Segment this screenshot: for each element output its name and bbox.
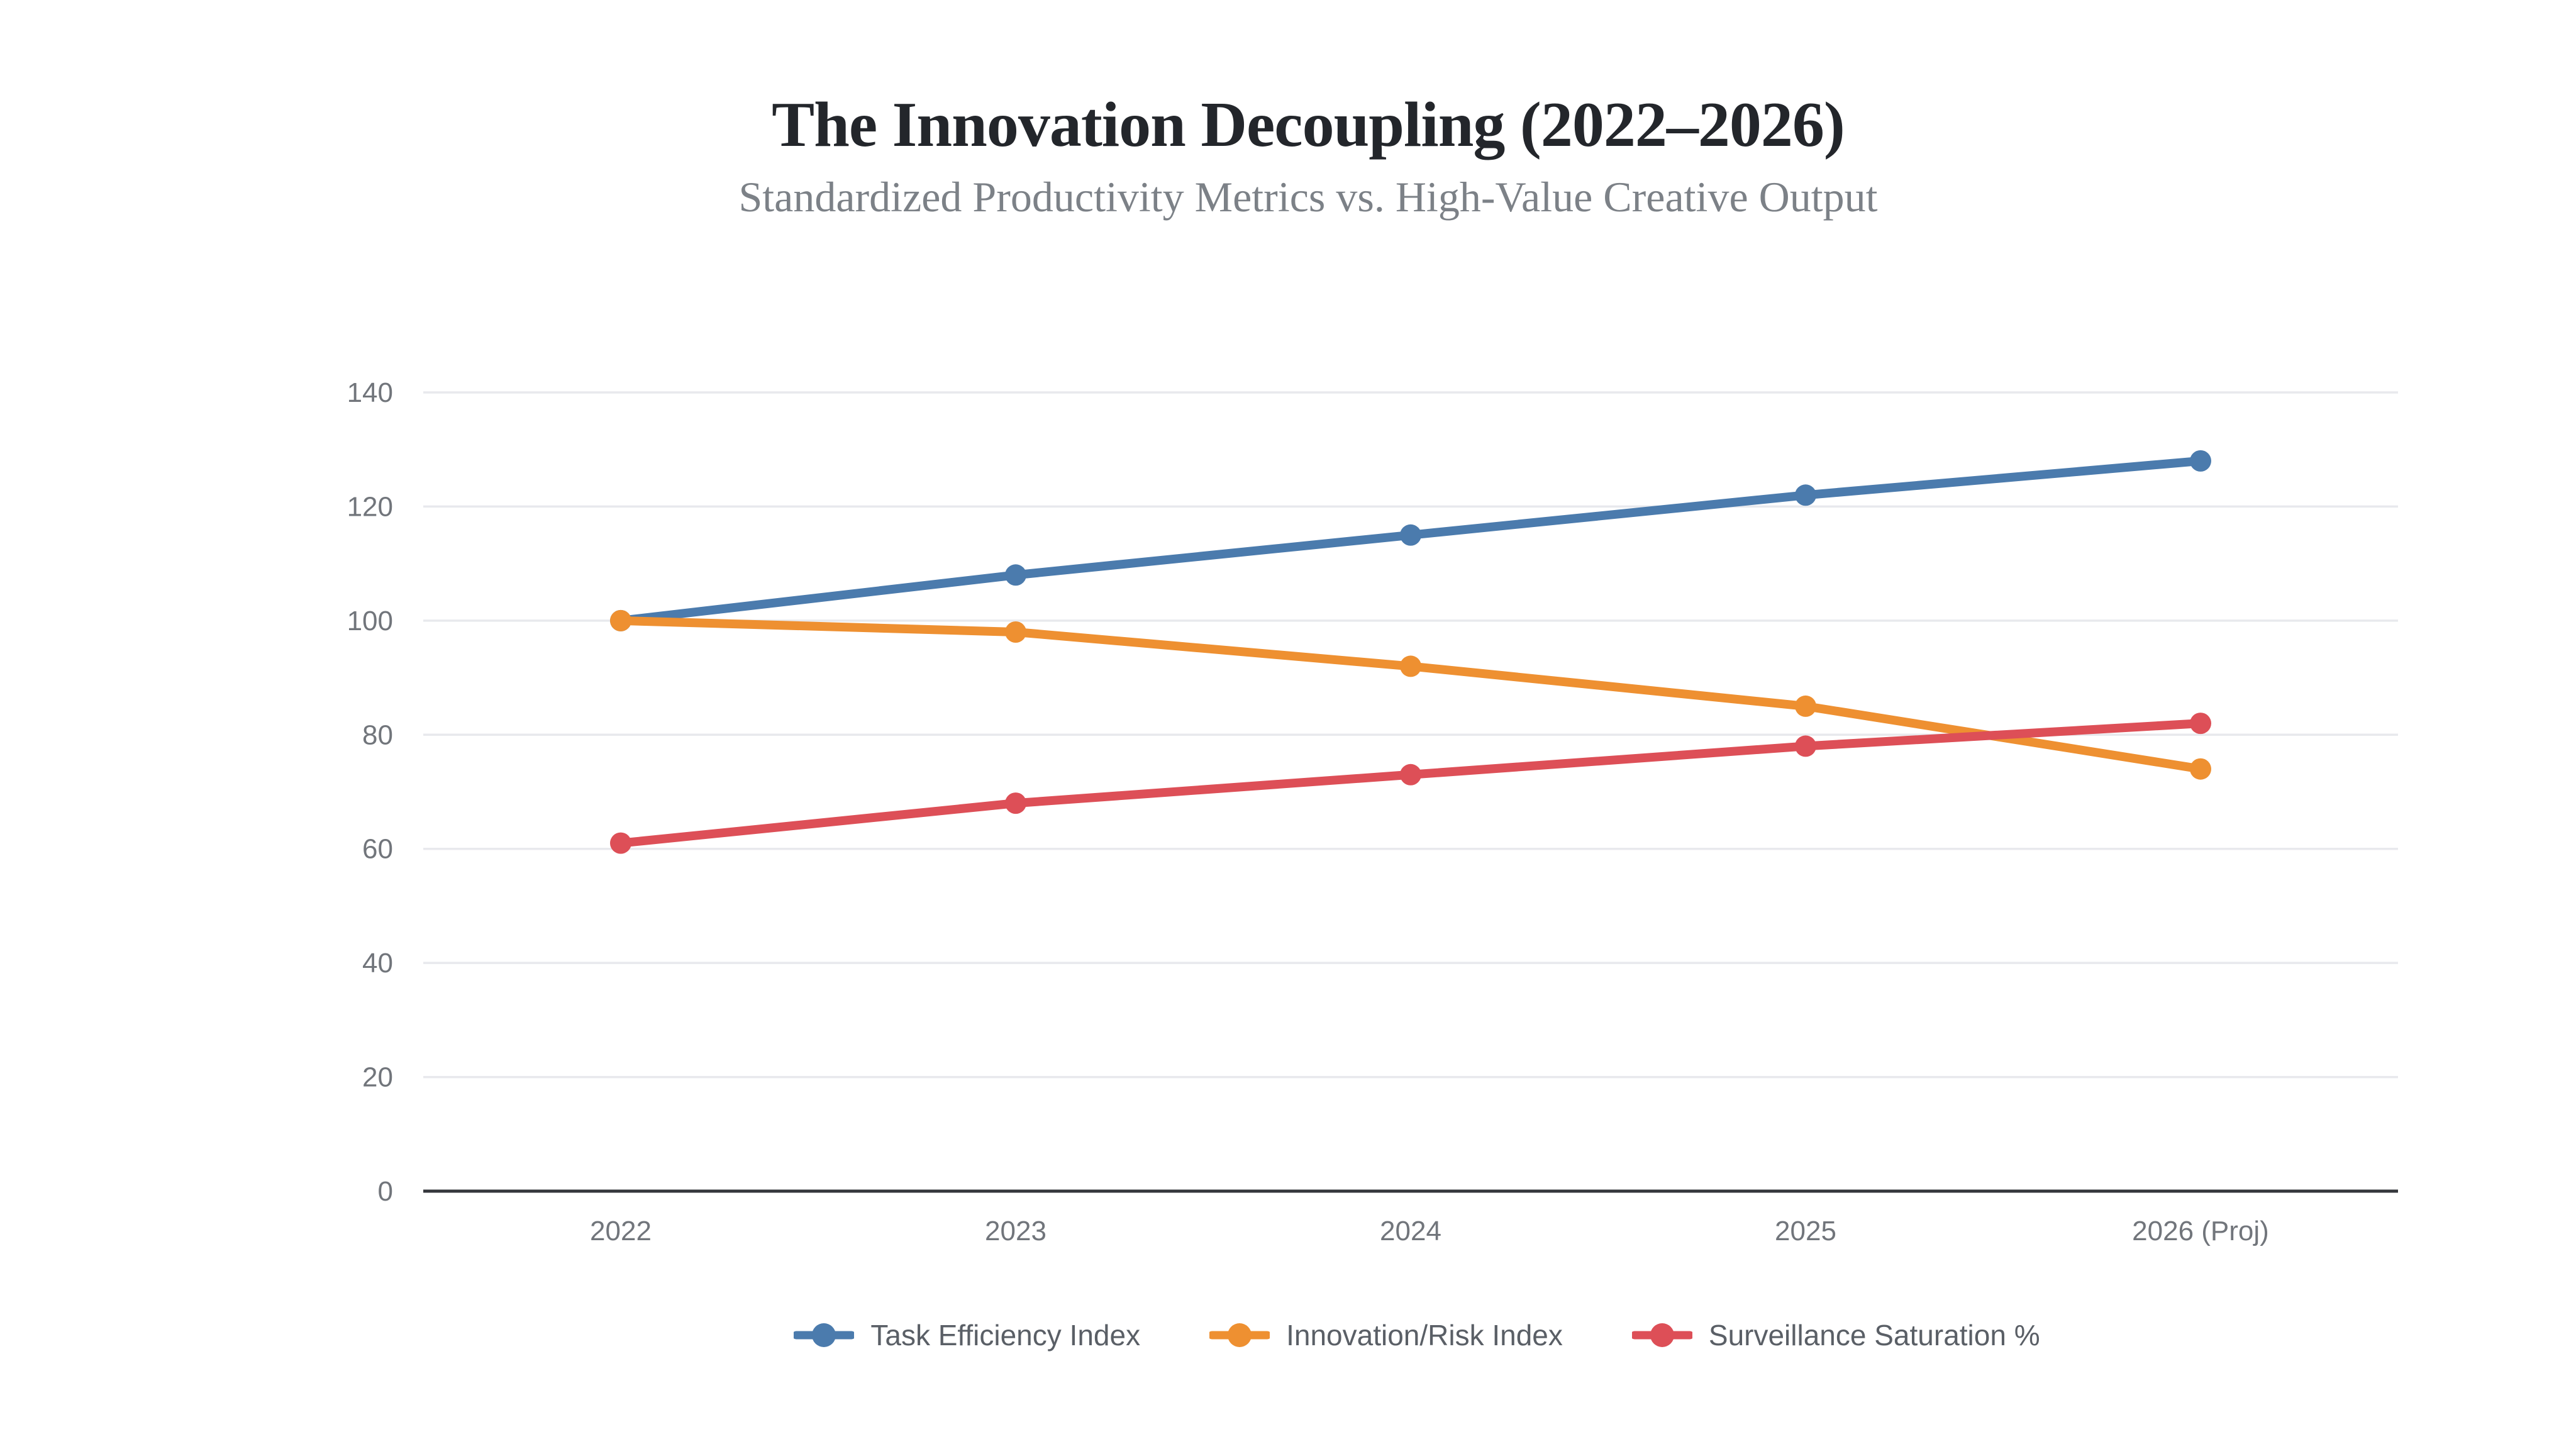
series-line-innovation-risk-index: [616, 616, 2205, 774]
data-point-innovation-risk-index: [1400, 655, 1421, 677]
x-axis-tick-label: 2022: [590, 1216, 652, 1246]
legend-item-label: Surveillance Saturation %: [1708, 1319, 2040, 1352]
data-point-surveillance-saturation: [1400, 763, 1421, 786]
y-axis-tick-label: 140: [347, 377, 393, 408]
y-axis-tick-label: 0: [378, 1176, 393, 1207]
data-point-task-efficiency-index: [1400, 524, 1421, 546]
y-axis-tick-label: 80: [362, 719, 393, 750]
chart-subtitle: Standardized Productivity Metrics vs. Hi…: [738, 173, 1878, 221]
data-point-task-efficiency-index: [2190, 450, 2211, 472]
y-axis-tick-label: 40: [362, 948, 393, 979]
legend-item-innovation-risk-index[interactable]: Innovation/Risk Index: [1209, 1318, 1563, 1352]
legend-item-label: Task Efficiency Index: [870, 1319, 1141, 1352]
y-axis-tick-label: 120: [347, 491, 393, 522]
chart-header: The Innovation Decoupling (2022–2026) St…: [0, 0, 2576, 223]
legend-marker-icon: [794, 1323, 855, 1347]
legend-marker-icon: [1631, 1323, 1692, 1347]
x-axis-tick-label: 2026 (Proj): [2132, 1216, 2269, 1246]
legend-item-label: Innovation/Risk Index: [1286, 1319, 1563, 1352]
y-axis-tick-label: 20: [362, 1062, 393, 1093]
data-point-innovation-risk-index: [1795, 695, 1816, 717]
legend-item-surveillance-saturation[interactable]: Surveillance Saturation %: [1631, 1318, 2040, 1352]
data-point-innovation-risk-index: [2190, 758, 2211, 780]
data-point-task-efficiency-index: [1005, 564, 1026, 586]
chart-legend: Task Efficiency Index Innovation/Risk Ind…: [0, 1318, 2576, 1352]
x-axis-tick-label: 2024: [1380, 1216, 1441, 1246]
data-point-task-efficiency-index: [1795, 484, 1816, 506]
data-point-surveillance-saturation: [610, 832, 631, 854]
legend-item-task-efficiency-index[interactable]: Task Efficiency Index: [794, 1318, 1140, 1352]
chart-title: The Innovation Decoupling (2022–2026): [772, 89, 1845, 160]
x-axis-tick-label: 2025: [1775, 1216, 1836, 1246]
data-point-innovation-risk-index: [610, 609, 631, 631]
data-point-surveillance-saturation: [1795, 735, 1816, 757]
data-point-surveillance-saturation: [2190, 713, 2211, 735]
legend-marker-icon: [1209, 1323, 1270, 1347]
data-point-surveillance-saturation: [1005, 792, 1026, 814]
y-axis-tick-label: 100: [347, 606, 393, 636]
x-axis-tick-label: 2023: [985, 1216, 1046, 1246]
data-point-innovation-risk-index: [1005, 621, 1026, 643]
y-axis-tick-label: 60: [362, 834, 393, 865]
